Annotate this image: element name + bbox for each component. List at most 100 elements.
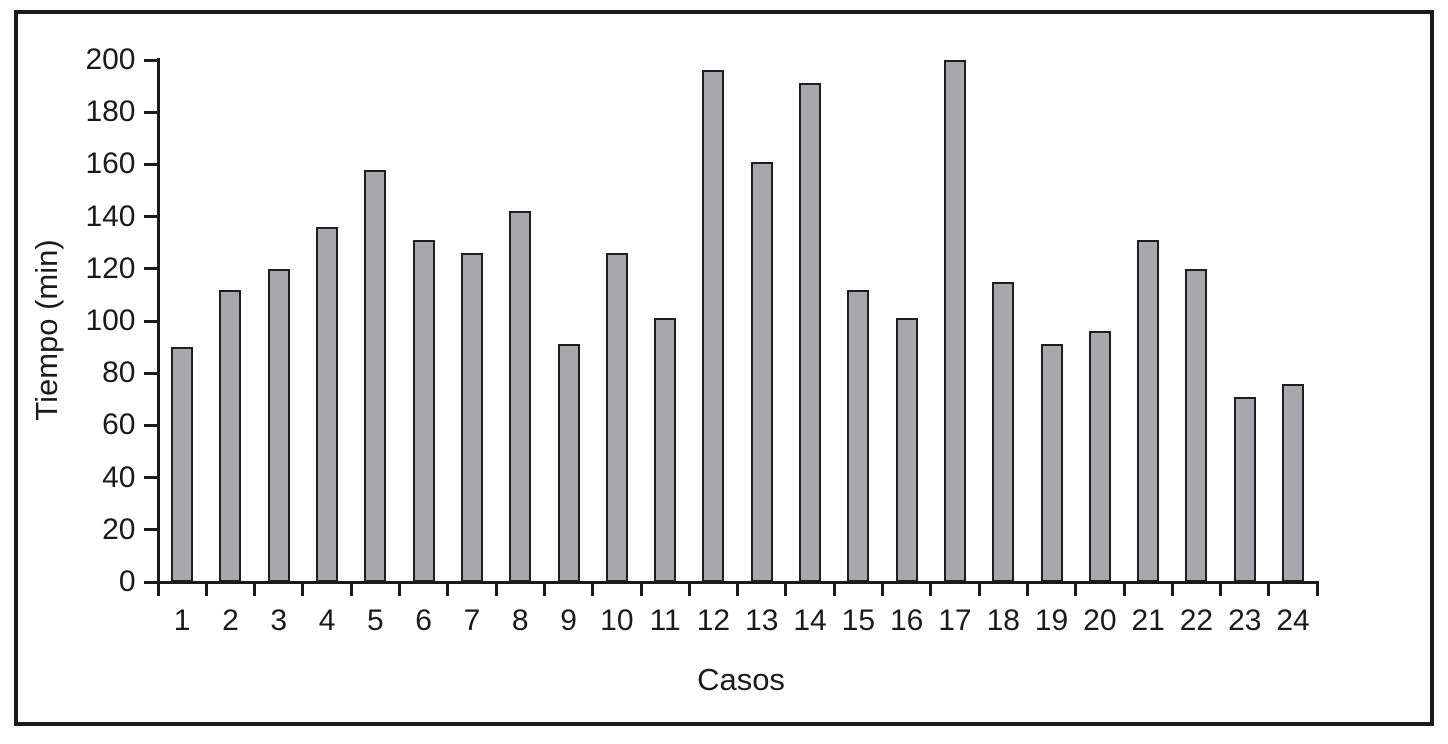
x-tick-mark [929,582,933,596]
bar-caso-2 [219,289,242,582]
x-axis-title: Casos [697,662,785,697]
x-tick-label: 8 [511,604,529,637]
x-tick-mark [1074,582,1078,596]
x-tick-label: 10 [600,604,634,637]
x-tick-mark [881,582,884,596]
x-tick-label: 22 [1179,604,1214,637]
bar-caso-21 [1137,240,1160,582]
y-axis-line [156,58,160,584]
x-tick-label: 24 [1276,604,1310,637]
x-tick-label: 7 [463,604,481,637]
y-tick-mark [143,215,157,219]
x-tick-mark [253,582,257,596]
y-tick-label: 40 [102,460,136,494]
x-tick-label: 11 [649,604,681,637]
x-tick-label: 13 [745,604,779,637]
y-tick-label: 20 [102,512,136,546]
y-tick-label: 60 [102,408,136,442]
x-tick-mark [639,582,643,596]
x-tick-label: 12 [696,604,731,637]
x-tick-label: 5 [367,604,384,637]
x-tick-label: 20 [1083,604,1117,637]
x-tick-mark [301,582,305,596]
x-tick-label: 19 [1034,604,1069,637]
x-tick-mark [1170,582,1174,596]
x-tick-label: 4 [318,604,336,637]
bar-caso-11 [654,318,677,582]
y-tick-mark [143,528,157,532]
x-tick-label: 18 [986,604,1020,637]
x-tick-label: 2 [222,604,239,637]
x-tick-label: 3 [270,604,288,637]
x-tick-mark [1267,582,1271,596]
x-tick-label: 23 [1228,604,1262,637]
x-tick-mark [977,582,981,596]
x-tick-label: 17 [938,604,972,637]
bar-caso-16 [895,318,918,582]
bar-caso-18 [992,281,1015,582]
y-tick-mark [143,58,157,62]
bar-caso-8 [509,211,532,582]
y-tick-mark [143,371,157,375]
figure-frame: Tiempo (min) Casos 0 20 40 60 80 100 120 140 160… [14,10,1434,726]
bar-caso-23 [1233,396,1256,582]
x-tick-label: 9 [560,604,577,637]
bar-caso-20 [1088,331,1111,582]
x-tick-mark [494,582,498,596]
x-tick-mark [832,582,836,596]
x-tick-mark [398,582,401,596]
x-tick-mark [1122,582,1126,596]
x-tick-label: 15 [841,604,876,637]
y-tick-mark [143,162,157,166]
x-tick-label: 14 [793,604,827,637]
y-tick-label: 160 [85,147,136,181]
bar-caso-24 [1282,383,1305,582]
y-tick-mark [143,423,157,427]
y-tick-mark [143,110,157,114]
bar-caso-9 [557,344,580,582]
y-tick-label: 180 [85,95,136,129]
x-tick-mark [204,582,208,596]
bar-caso-7 [460,253,483,582]
bar-caso-1 [171,347,194,582]
bar-caso-22 [1185,268,1208,582]
x-tick-mark [736,582,740,596]
x-tick-mark [542,582,546,596]
bar-caso-12 [702,70,725,582]
y-tick-label: 120 [85,251,136,285]
x-tick-label: 21 [1131,604,1165,637]
x-tick-mark [1219,582,1223,596]
bar-caso-17 [943,60,966,582]
x-tick-mark [687,582,691,596]
bar-caso-5 [364,169,387,582]
y-tick-label: 80 [102,356,136,390]
y-tick-label: 100 [85,304,136,337]
bar-caso-14 [799,83,822,582]
y-tick-mark [143,319,157,323]
y-tick-mark [143,267,157,271]
y-tick-label: 0 [118,565,136,598]
x-tick-mark [591,582,595,596]
x-tick-mark [156,582,160,596]
bar-caso-13 [750,161,773,582]
y-tick-mark [143,580,157,584]
bar-caso-10 [605,253,628,582]
x-tick-label: 16 [889,604,924,637]
y-tick-label: 140 [85,199,136,233]
x-tick-mark [446,582,450,596]
bar-caso-6 [412,240,435,582]
bar-caso-3 [267,268,290,582]
x-tick-label: 6 [415,604,432,637]
bar-caso-19 [1040,344,1063,582]
x-tick-mark [1315,582,1319,596]
bar-caso-15 [847,289,870,582]
bar-caso-4 [316,227,339,582]
x-tick-mark [349,582,353,596]
x-tick-label: 1 [173,604,191,637]
bar-chart: Tiempo (min) Casos 0 20 40 60 80 100 120 140 160… [18,14,1430,722]
x-tick-mark [784,582,788,596]
y-tick-label: 200 [85,43,136,76]
y-tick-mark [143,476,157,480]
x-tick-mark [1025,582,1029,596]
